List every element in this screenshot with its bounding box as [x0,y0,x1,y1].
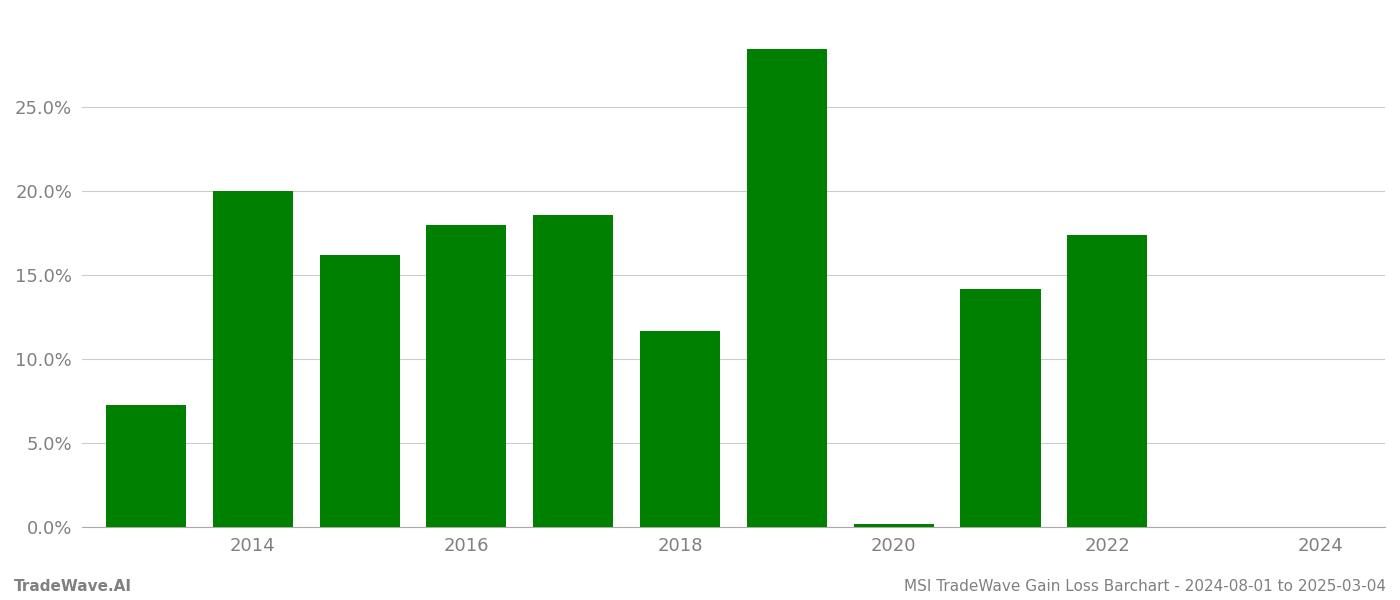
Bar [960,289,1040,527]
Bar [746,49,827,527]
Bar [213,191,293,527]
Bar [640,331,720,527]
Bar [427,225,507,527]
Text: MSI TradeWave Gain Loss Barchart - 2024-08-01 to 2025-03-04: MSI TradeWave Gain Loss Barchart - 2024-… [904,579,1386,594]
Bar [1067,235,1148,527]
Bar [854,524,934,527]
Bar [319,255,399,527]
Text: TradeWave.AI: TradeWave.AI [14,579,132,594]
Bar [106,404,186,527]
Bar [533,215,613,527]
